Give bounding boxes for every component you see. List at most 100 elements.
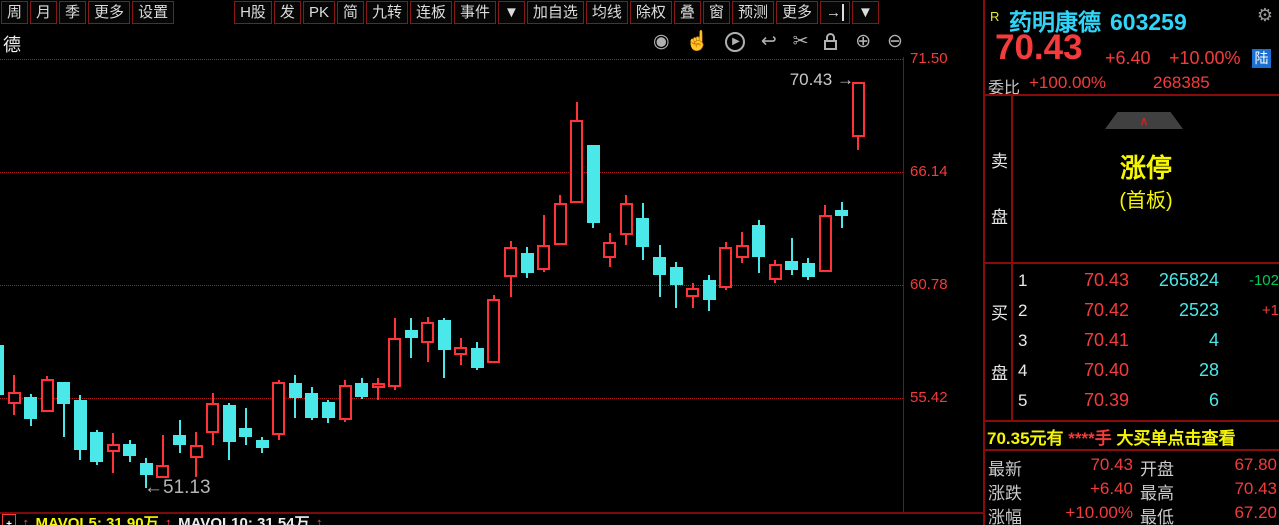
zoom-in-icon[interactable]: ⊕	[855, 31, 872, 52]
stats-row: 最新 70.43 开盘 67.80	[985, 452, 1279, 479]
order-book-row-5[interactable]: 5 70.39 6	[1013, 386, 1279, 416]
order-book-row-1[interactable]: 1 70.43 265824 -102	[1013, 266, 1279, 296]
order-book-row-2[interactable]: 2 70.42 2523 +1	[1013, 296, 1279, 326]
candle-body	[355, 383, 369, 397]
gear-icon[interactable]: ⚙	[1256, 5, 1273, 25]
menu-item-除权[interactable]: 除权	[629, 1, 672, 24]
stat-label: 涨跌	[988, 484, 1022, 503]
margin-flag: R	[990, 9, 1000, 24]
level-number: 2	[1018, 301, 1028, 320]
candle-body	[421, 321, 435, 343]
candle-body	[702, 279, 716, 300]
limit-up-board: (首板)	[1119, 190, 1173, 212]
gridline	[0, 59, 903, 60]
menu-item-均线[interactable]: 均线	[585, 1, 628, 24]
candle-body	[338, 384, 352, 420]
overlay-icon[interactable]: +	[2, 514, 16, 525]
hand-icon[interactable]: ☝	[685, 31, 710, 52]
candle-body	[835, 209, 848, 216]
order-book-row-3[interactable]: 3 70.41 4	[1013, 326, 1279, 356]
candle-body	[603, 242, 617, 258]
menu-item-事件[interactable]: 事件	[454, 1, 497, 24]
menu-item-发[interactable]: 发	[273, 1, 301, 24]
candle-body	[7, 391, 21, 404]
play-icon[interactable]: ▶	[724, 32, 745, 52]
menu-item-季[interactable]: 季	[59, 1, 87, 24]
candle-body	[454, 347, 468, 355]
lock-icon[interactable]	[824, 32, 839, 52]
divider	[985, 94, 1279, 96]
eye-icon[interactable]: ◉	[653, 31, 670, 52]
candle-wick	[112, 433, 115, 474]
menu-item-连板[interactable]: 连板	[409, 1, 452, 24]
zoom-out-icon[interactable]: ⊖	[887, 31, 903, 52]
menu-item-月[interactable]: 月	[30, 1, 58, 24]
chart-plot[interactable]: 70.43 → ←51.13	[0, 57, 904, 513]
bid-price: 70.39	[1083, 390, 1129, 410]
stat-value: +10.00%	[1065, 503, 1133, 522]
candle-body	[735, 244, 749, 258]
menu-item-H股[interactable]: H股	[234, 1, 272, 24]
big-order-message[interactable]: 70.35元有 ****手 大买单点击查看	[987, 429, 1236, 448]
sell-label-char: 卖	[991, 152, 1008, 171]
left-arrow-icon: ←	[144, 477, 163, 498]
candle-wick	[675, 262, 677, 308]
menu-item-jump-icon[interactable]: →	[819, 1, 850, 24]
menu-item-▼[interactable]: ▼	[851, 1, 879, 24]
menu-item-九转[interactable]: 九转	[365, 1, 408, 24]
candle-body	[139, 462, 153, 475]
menu-item-更多[interactable]: 更多	[775, 1, 818, 24]
y-tick-label: 66.14	[910, 163, 948, 180]
y-tick-label: 60.78	[910, 276, 948, 293]
undo-icon[interactable]: ↩	[760, 31, 777, 52]
chart-toolbar: ◉ ☝ ▶ ↩ ✂ ⊕ ⊖	[653, 29, 903, 55]
collapse-tab[interactable]: ∧	[1105, 112, 1183, 129]
bid-price: 70.40	[1083, 360, 1129, 380]
stat-value: 70.43	[1090, 455, 1133, 474]
up-arrow-icon: ↑	[315, 515, 324, 525]
candle-body	[321, 402, 335, 418]
candle-body	[123, 444, 137, 456]
bid-volume: 265824	[1158, 270, 1219, 290]
candle-body	[636, 218, 650, 248]
bid-volume: 4	[1208, 330, 1219, 350]
lock-shackle	[826, 33, 836, 41]
divider	[985, 420, 1279, 422]
menu-item-加自选[interactable]: 加自选	[526, 1, 584, 24]
up-arrow-icon: ↑	[22, 515, 30, 525]
menu-item-PK[interactable]: PK	[302, 1, 335, 24]
candle-body	[619, 203, 633, 235]
bid-price: 70.41	[1083, 330, 1129, 350]
mavol-label: MAVOL10: 31.54万	[178, 515, 310, 525]
volume-delta: +1	[1261, 302, 1279, 319]
stat-value: 67.20	[1234, 503, 1277, 522]
menu-item-更多[interactable]: 更多	[88, 1, 131, 24]
menu-item-▼[interactable]: ▼	[498, 1, 525, 24]
candle-body	[57, 382, 71, 404]
gridline	[0, 285, 903, 286]
menu-item-预测[interactable]: 预测	[731, 1, 774, 24]
candle-body	[0, 345, 4, 396]
candle-body	[520, 253, 534, 273]
gridline	[0, 398, 903, 399]
bid-price: 70.43	[1083, 270, 1129, 290]
menu-item-简[interactable]: 简	[336, 1, 364, 24]
scissors-icon[interactable]: ✂	[792, 31, 809, 52]
tab-arrow-icon: →	[825, 4, 844, 21]
orderbook-label-divider	[1011, 96, 1013, 420]
candle-body	[768, 263, 782, 280]
candle-body	[851, 81, 865, 137]
gridline	[0, 172, 903, 173]
order-book-row-4[interactable]: 4 70.40 28	[1013, 356, 1279, 386]
menu-item-设置[interactable]: 设置	[132, 1, 175, 24]
candle-body	[73, 399, 87, 451]
candle-body	[586, 145, 600, 223]
stock-name: 药明康德	[1009, 9, 1101, 35]
menu-item-周[interactable]: 周	[1, 1, 29, 24]
candle-body	[255, 440, 269, 448]
stats-row: 涨跌 +6.40 最高 70.43	[985, 476, 1279, 503]
menu-item-窗[interactable]: 窗	[702, 1, 730, 24]
menu-item-叠[interactable]: 叠	[673, 1, 701, 24]
level-number: 4	[1018, 361, 1028, 380]
volume-delta: -102	[1248, 272, 1279, 289]
